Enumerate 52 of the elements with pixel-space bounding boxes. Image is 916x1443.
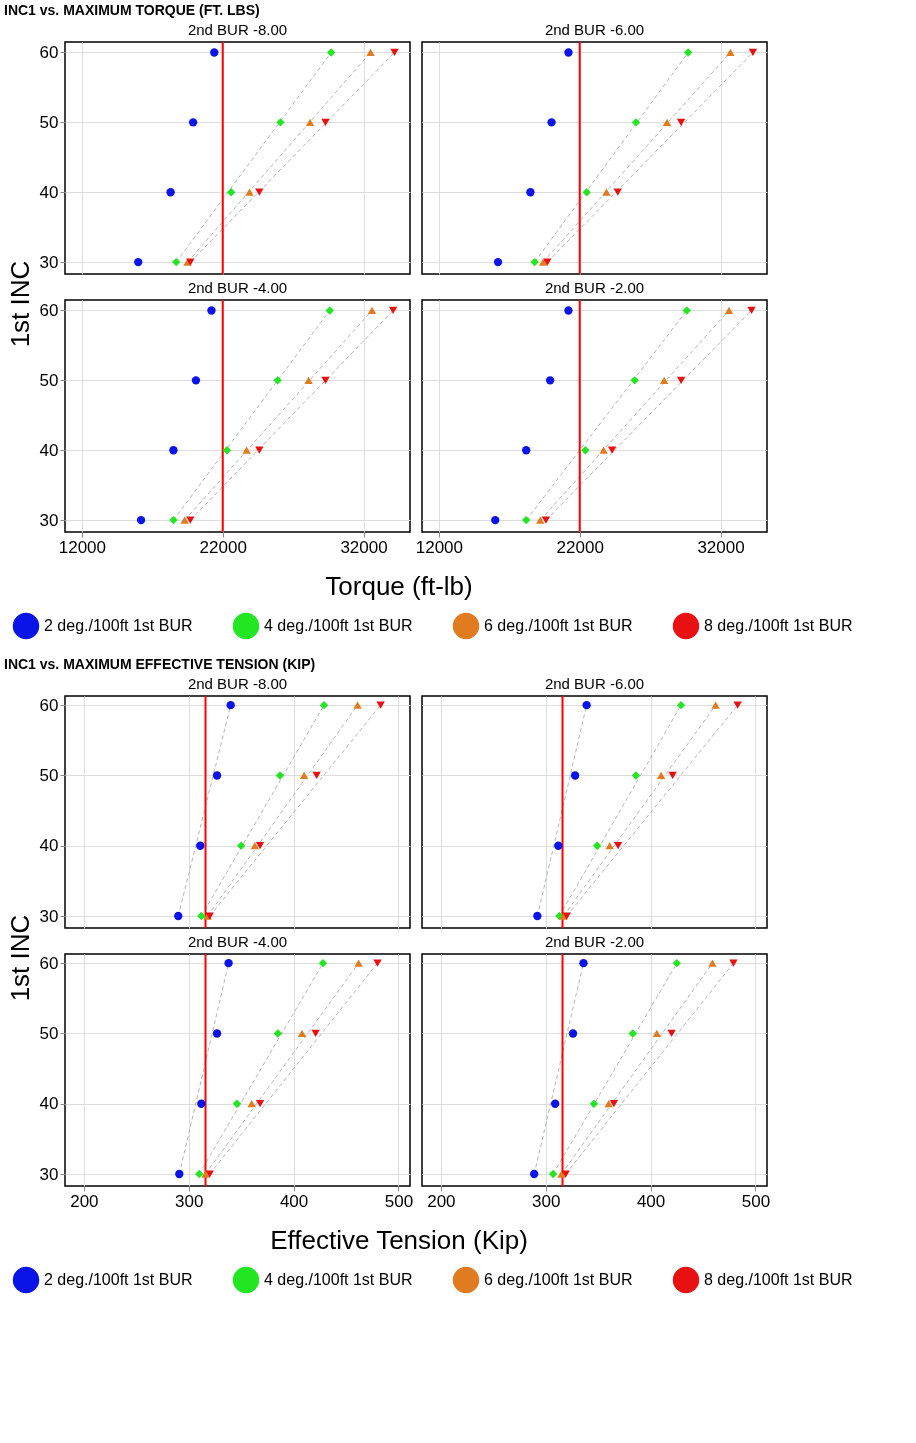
x-tick-label: 12000 (58, 537, 107, 557)
y-tick-label: 40 (39, 440, 59, 460)
x-tick-label: 22000 (556, 537, 604, 557)
y-tick-label: 60 (39, 695, 59, 715)
x-tick-label: 400 (279, 1191, 309, 1211)
legend-label: 2 deg./100ft 1st BUR (44, 617, 193, 634)
x-tick-label: 500 (384, 1191, 414, 1211)
chart-title: 2nd BUR -8.00 (187, 675, 288, 692)
y-tick-label: 50 (39, 370, 59, 390)
legend-label: 4 deg./100ft 1st BUR (264, 617, 413, 634)
y-tick-label: 30 (39, 510, 59, 530)
x-tick-label: 300 (532, 1191, 561, 1211)
y-axis-title: 1st INC (5, 260, 35, 348)
y-tick-label: 60 (39, 953, 59, 973)
text: INC1 vs. MAXIMUM TORQUE (FT. LBS) (4, 2, 260, 19)
chart-title: 2nd BUR -8.00 (187, 21, 288, 38)
legend-label: 8 deg./100ft 1st BUR (704, 617, 853, 634)
chart-title: 2nd BUR -6.00 (544, 675, 645, 692)
legend-label: 8 deg./100ft 1st BUR (704, 1271, 853, 1288)
y-tick-label: 60 (39, 42, 59, 62)
y-tick-label: 40 (39, 182, 59, 202)
x-tick-label: 400 (636, 1191, 666, 1211)
y-tick-label: 40 (39, 836, 59, 856)
x-tick-label: 32000 (340, 537, 388, 557)
x-tick-label: 32000 (697, 537, 745, 557)
y-tick-label: 50 (39, 765, 59, 785)
y-tick-label: 30 (39, 906, 59, 926)
legend-label: 4 deg./100ft 1st BUR (264, 1271, 413, 1288)
chart-title: 2nd BUR -2.00 (544, 933, 645, 950)
chart-title: 2nd BUR -6.00 (544, 21, 645, 38)
legend-label: 2 deg./100ft 1st BUR (44, 1271, 193, 1288)
x-tick-label: 300 (175, 1191, 204, 1211)
x-tick-label: 200 (427, 1191, 456, 1211)
y-tick-label: 50 (39, 112, 59, 132)
y-tick-label: 60 (39, 300, 59, 320)
chart-title: 2nd BUR -4.00 (187, 933, 288, 950)
chart-title: 2nd BUR -4.00 (187, 279, 288, 296)
y-axis-title: 1st INC (5, 914, 35, 1002)
text: INC1 vs. MAXIMUM EFFECTIVE TENSION (KIP) (4, 656, 316, 673)
legend-label: 6 deg./100ft 1st BUR (484, 617, 633, 634)
y-tick-label: 30 (39, 252, 59, 272)
y-tick-label: 50 (39, 1023, 59, 1043)
x-axis-title: Torque (ft-lb) (325, 571, 473, 601)
x-axis-title: Effective Tension (Kip) (270, 1225, 528, 1255)
y-tick-label: 40 (39, 1094, 59, 1114)
y-tick-label: 30 (39, 1164, 59, 1184)
x-tick-label: 500 (741, 1191, 771, 1211)
chart-title: 2nd BUR -2.00 (544, 279, 645, 296)
x-tick-label: 22000 (199, 537, 247, 557)
legend-label: 6 deg./100ft 1st BUR (484, 1271, 633, 1288)
x-tick-label: 12000 (415, 537, 464, 557)
x-tick-label: 200 (70, 1191, 99, 1211)
